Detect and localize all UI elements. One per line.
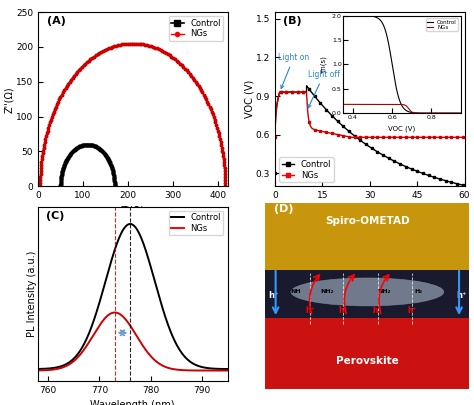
Y-axis label: Z''(Ω): Z''(Ω) — [4, 86, 14, 113]
Text: Spiro-OMETAD: Spiro-OMETAD — [325, 216, 410, 226]
Text: h⁺: h⁺ — [268, 291, 279, 300]
Text: Light off: Light off — [308, 70, 340, 108]
Legend: Control, NGs: Control, NGs — [169, 16, 223, 41]
X-axis label: Time (S): Time (S) — [349, 206, 390, 216]
Bar — [265, 202, 469, 270]
Text: (B): (B) — [283, 16, 301, 26]
Y-axis label: PL Intensity (a.u.): PL Intensity (a.u.) — [27, 250, 36, 337]
Text: h⁺: h⁺ — [373, 306, 383, 315]
Text: Light on: Light on — [278, 53, 310, 88]
Bar — [265, 270, 469, 318]
Legend: Control, NGs: Control, NGs — [169, 211, 223, 235]
Text: h⁺: h⁺ — [306, 306, 315, 315]
Text: (A): (A) — [47, 16, 66, 26]
Text: h⁺: h⁺ — [408, 306, 417, 315]
Ellipse shape — [291, 278, 444, 306]
Text: (C): (C) — [46, 211, 64, 221]
Text: NH₂: NH₂ — [320, 290, 333, 294]
Legend: Control, NGs: Control, NGs — [279, 158, 334, 182]
X-axis label: Z'(Ω): Z'(Ω) — [121, 206, 145, 216]
Text: h⁺: h⁺ — [338, 306, 347, 315]
Text: Perovskite: Perovskite — [336, 356, 399, 366]
Text: h⁺: h⁺ — [456, 291, 466, 300]
Y-axis label: VOC (V): VOC (V) — [244, 80, 254, 118]
Text: NH: NH — [291, 290, 301, 294]
Bar — [265, 318, 469, 389]
X-axis label: Wavelength (nm): Wavelength (nm) — [91, 400, 175, 405]
Text: NH₂: NH₂ — [377, 290, 391, 294]
Text: (D): (D) — [273, 204, 293, 214]
Text: H₂: H₂ — [414, 290, 422, 294]
